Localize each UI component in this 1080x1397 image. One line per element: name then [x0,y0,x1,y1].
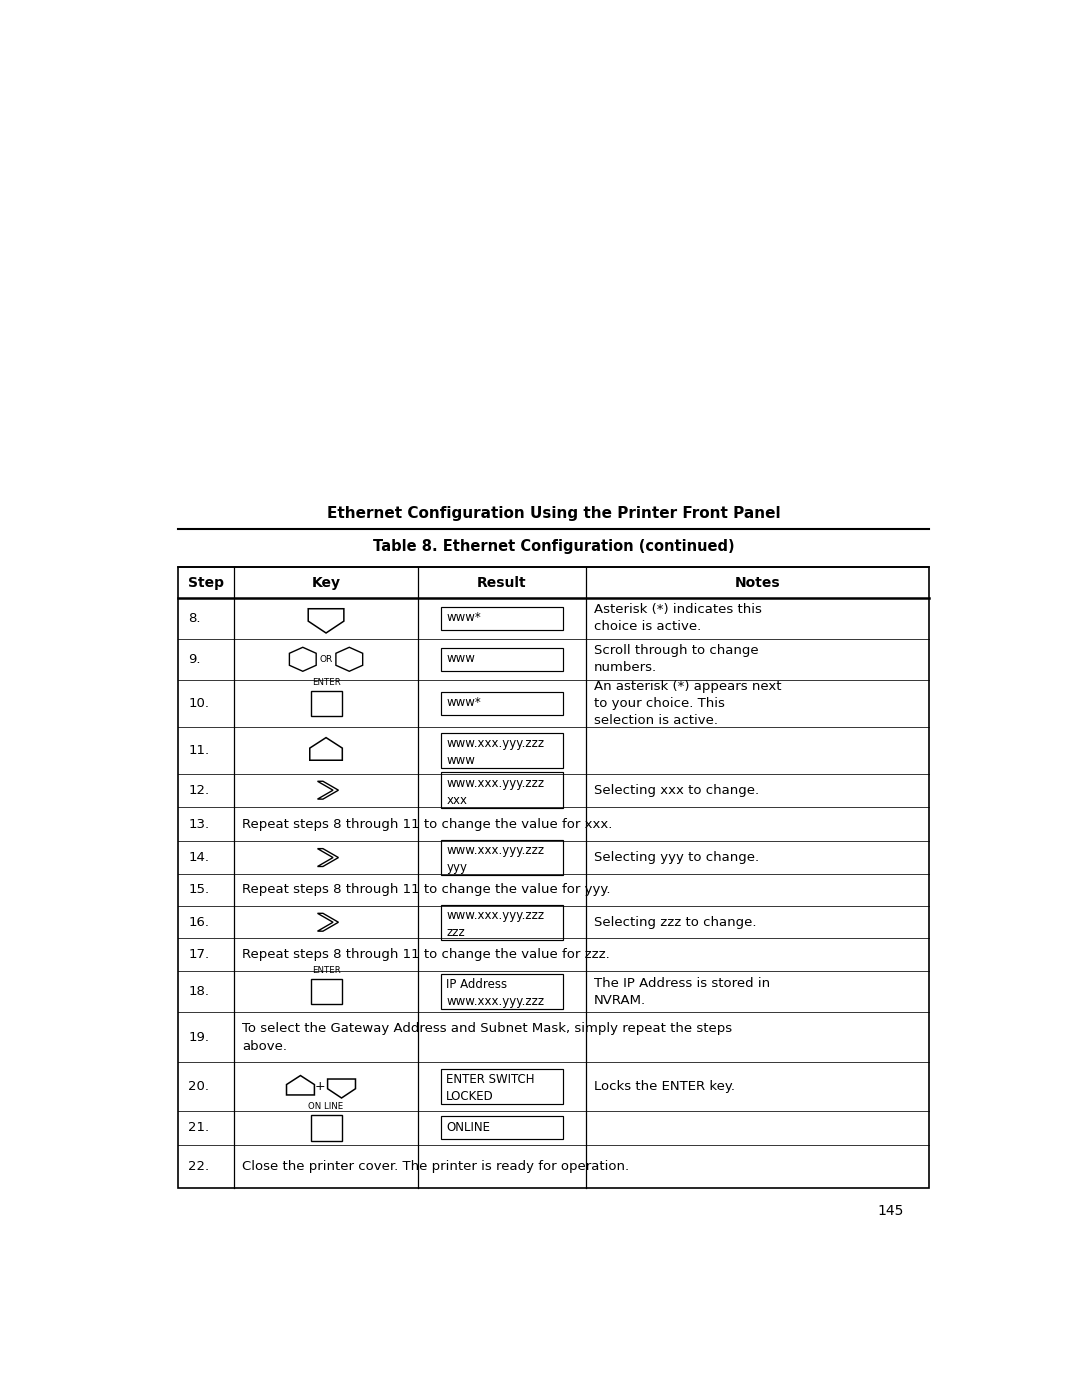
Text: Selecting xxx to change.: Selecting xxx to change. [594,784,759,796]
Text: Ethernet Configuration Using the Printer Front Panel: Ethernet Configuration Using the Printer… [326,506,781,521]
FancyBboxPatch shape [311,692,341,717]
Text: www.xxx.yyy.zzz
xxx: www.xxx.yyy.zzz xxx [446,777,544,806]
Text: Repeat steps 8 through 11 to change the value for xxx.: Repeat steps 8 through 11 to change the … [242,817,612,831]
Text: The IP Address is stored in
NVRAM.: The IP Address is stored in NVRAM. [594,977,770,1007]
Text: 17.: 17. [189,949,210,961]
Text: ENTER SWITCH
LOCKED: ENTER SWITCH LOCKED [446,1073,535,1104]
FancyBboxPatch shape [441,733,563,768]
FancyBboxPatch shape [441,904,563,940]
Text: ONLINE: ONLINE [446,1120,490,1133]
Text: 16.: 16. [189,916,210,929]
Text: Close the printer cover. The printer is ready for operation.: Close the printer cover. The printer is … [242,1160,629,1173]
Text: ENTER: ENTER [312,965,340,975]
Text: +: + [314,1080,325,1092]
Text: 13.: 13. [189,817,210,831]
Text: Step: Step [188,576,224,590]
Text: Scroll through to change
numbers.: Scroll through to change numbers. [594,644,758,675]
Text: 9.: 9. [189,652,201,666]
Text: 10.: 10. [189,697,210,710]
Text: 15.: 15. [189,883,210,897]
Text: Notes: Notes [734,576,781,590]
Text: www.xxx.yyy.zzz
zzz: www.xxx.yyy.zzz zzz [446,909,544,939]
FancyBboxPatch shape [441,974,563,1009]
Text: 22.: 22. [189,1160,210,1173]
FancyBboxPatch shape [441,773,563,807]
Text: www*: www* [446,610,481,624]
Text: 21.: 21. [189,1122,210,1134]
Text: Repeat steps 8 through 11 to change the value for yyy.: Repeat steps 8 through 11 to change the … [242,883,610,897]
FancyBboxPatch shape [441,648,563,671]
FancyBboxPatch shape [311,979,341,1004]
Text: OR: OR [320,655,333,664]
Text: Table 8. Ethernet Configuration (continued): Table 8. Ethernet Configuration (continu… [373,539,734,555]
Text: Asterisk (*) indicates this
choice is active.: Asterisk (*) indicates this choice is ac… [594,604,761,633]
Text: www: www [446,652,475,665]
Text: 18.: 18. [189,985,210,997]
Text: Locks the ENTER key.: Locks the ENTER key. [594,1080,734,1092]
Text: Key: Key [311,576,340,590]
Text: Repeat steps 8 through 11 to change the value for zzz.: Repeat steps 8 through 11 to change the … [242,949,610,961]
FancyBboxPatch shape [177,567,930,1187]
Text: 11.: 11. [189,745,210,757]
Text: Selecting yyy to change.: Selecting yyy to change. [594,851,759,865]
Text: Result: Result [477,576,527,590]
FancyBboxPatch shape [441,1116,563,1140]
FancyBboxPatch shape [441,692,563,715]
Text: Selecting zzz to change.: Selecting zzz to change. [594,916,756,929]
Text: ENTER: ENTER [312,678,340,686]
Text: www.xxx.yyy.zzz
yyy: www.xxx.yyy.zzz yyy [446,844,544,875]
Text: 145: 145 [877,1204,904,1218]
FancyBboxPatch shape [441,840,563,876]
Text: 20.: 20. [189,1080,210,1092]
Text: www*: www* [446,696,481,710]
FancyBboxPatch shape [441,1069,563,1105]
Text: 14.: 14. [189,851,210,865]
Text: ON LINE: ON LINE [309,1102,343,1111]
Text: IP Address
www.xxx.yyy.zzz: IP Address www.xxx.yyy.zzz [446,978,544,1009]
FancyBboxPatch shape [441,606,563,630]
Text: www.xxx.yyy.zzz
www: www.xxx.yyy.zzz www [446,738,544,767]
Text: 19.: 19. [189,1031,210,1044]
Text: 12.: 12. [189,784,210,796]
FancyBboxPatch shape [311,1115,341,1140]
Text: To select the Gateway Address and Subnet Mask, simply repeat the steps
above.: To select the Gateway Address and Subnet… [242,1023,732,1052]
Text: 8.: 8. [189,612,201,624]
Text: An asterisk (*) appears next
to your choice. This
selection is active.: An asterisk (*) appears next to your cho… [594,680,781,726]
